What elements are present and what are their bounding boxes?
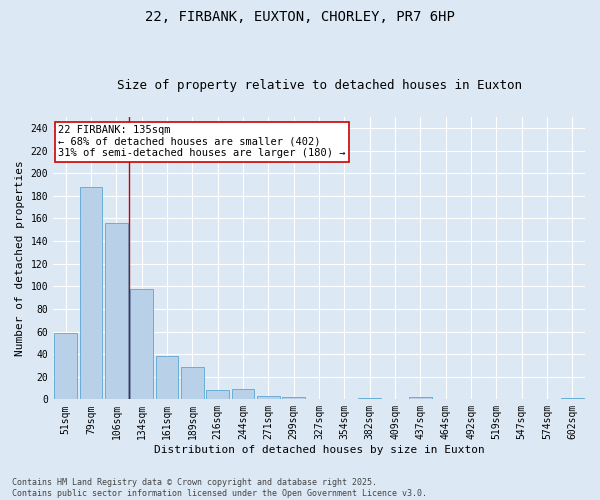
Bar [409,397,432,400]
Bar [181,366,204,400]
X-axis label: Distribution of detached houses by size in Euxton: Distribution of detached houses by size … [154,445,484,455]
Bar [206,390,229,400]
Title: Size of property relative to detached houses in Euxton: Size of property relative to detached ho… [116,79,521,92]
Bar [282,397,305,400]
Text: 22 FIRBANK: 135sqm
← 68% of detached houses are smaller (402)
31% of semi-detach: 22 FIRBANK: 135sqm ← 68% of detached hou… [58,126,346,158]
Bar [257,396,280,400]
Bar [561,398,584,400]
Text: Contains HM Land Registry data © Crown copyright and database right 2025.
Contai: Contains HM Land Registry data © Crown c… [12,478,427,498]
Text: 22, FIRBANK, EUXTON, CHORLEY, PR7 6HP: 22, FIRBANK, EUXTON, CHORLEY, PR7 6HP [145,10,455,24]
Bar [105,223,128,400]
Bar [155,356,178,400]
Bar [130,288,153,400]
Bar [232,389,254,400]
Bar [55,332,77,400]
Bar [80,187,103,400]
Y-axis label: Number of detached properties: Number of detached properties [15,160,25,356]
Bar [358,398,381,400]
